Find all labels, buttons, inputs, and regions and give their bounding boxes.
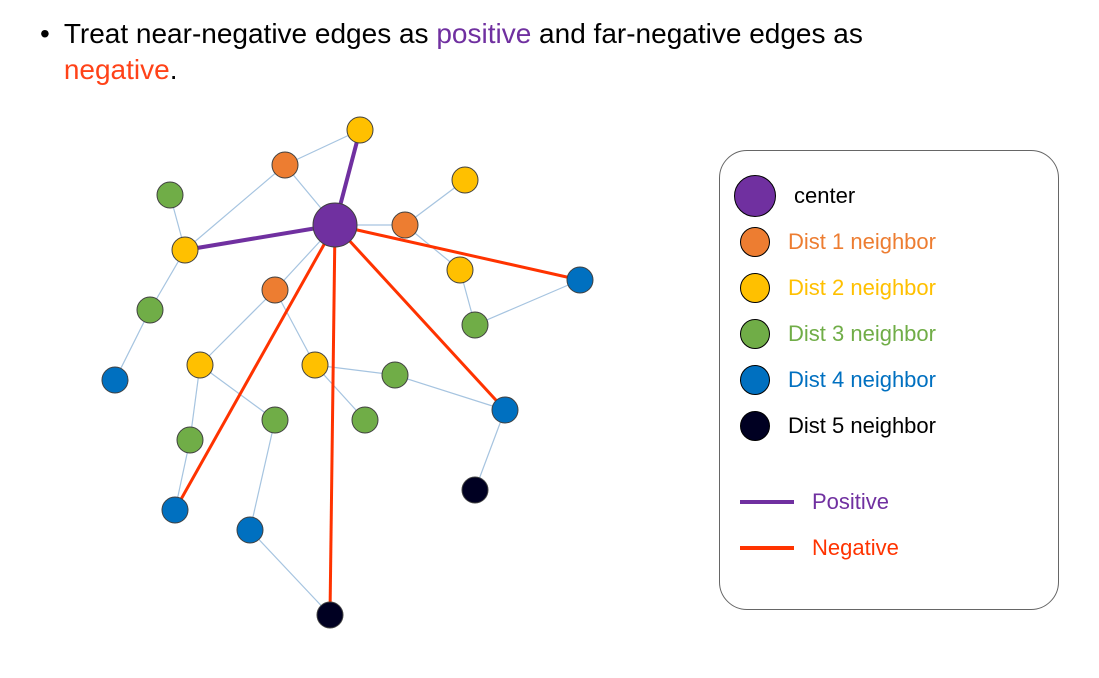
node-dist2: [447, 257, 473, 283]
node-dist4: [567, 267, 593, 293]
bullet: • Treat near-negative edges as positive …: [40, 16, 863, 88]
tree-edge: [200, 365, 275, 420]
node-dist3: [157, 182, 183, 208]
positive-line-swatch: [740, 500, 794, 504]
legend-d5-label: Dist 5 neighbor: [788, 413, 936, 439]
bullet-pre: Treat near-negative edges as: [64, 18, 437, 49]
dist1-swatch: [740, 227, 770, 257]
node-dist1: [262, 277, 288, 303]
negative-line-swatch: [740, 546, 794, 550]
legend-pos: Positive: [740, 479, 1038, 525]
node-dist3: [382, 362, 408, 388]
node-dist3: [352, 407, 378, 433]
center-swatch: [734, 175, 776, 217]
node-dist5: [462, 477, 488, 503]
legend-gap: [740, 449, 1038, 479]
node-dist3: [262, 407, 288, 433]
tree-edge: [250, 530, 330, 615]
node-dist2: [452, 167, 478, 193]
graph-svg: [60, 110, 660, 650]
legend: center Dist 1 neighbor Dist 2 neighbor D…: [719, 150, 1059, 610]
node-dist3: [137, 297, 163, 323]
bullet-neg: negative: [64, 54, 170, 85]
legend-d4: Dist 4 neighbor: [740, 357, 1038, 403]
dist2-swatch: [740, 273, 770, 303]
node-dist5: [317, 602, 343, 628]
slide-root: • Treat near-negative edges as positive …: [0, 0, 1099, 678]
node-dist3: [177, 427, 203, 453]
legend-center: center: [740, 173, 1038, 219]
bullet-pos: positive: [436, 18, 531, 49]
node-center: [313, 203, 357, 247]
bullet-text: Treat near-negative edges as positive an…: [64, 16, 863, 88]
bullet-dot: •: [40, 16, 50, 52]
node-dist2: [347, 117, 373, 143]
bullet-post: .: [170, 54, 178, 85]
node-dist3: [462, 312, 488, 338]
negative-edge: [330, 225, 335, 615]
legend-d5: Dist 5 neighbor: [740, 403, 1038, 449]
legend-d4-label: Dist 4 neighbor: [788, 367, 936, 393]
node-dist4: [492, 397, 518, 423]
dist5-swatch: [740, 411, 770, 441]
legend-neg-label: Negative: [812, 535, 899, 561]
legend-neg: Negative: [740, 525, 1038, 571]
legend-d3-label: Dist 3 neighbor: [788, 321, 936, 347]
tree-edge: [250, 420, 275, 530]
node-dist1: [272, 152, 298, 178]
node-dist4: [237, 517, 263, 543]
dist3-swatch: [740, 319, 770, 349]
legend-d1: Dist 1 neighbor: [740, 219, 1038, 265]
bullet-mid: and far-negative edges as: [531, 18, 863, 49]
legend-center-label: center: [794, 183, 855, 209]
dist4-swatch: [740, 365, 770, 395]
graph: [60, 110, 660, 650]
node-dist2: [172, 237, 198, 263]
legend-d1-label: Dist 1 neighbor: [788, 229, 936, 255]
node-dist2: [302, 352, 328, 378]
legend-d3: Dist 3 neighbor: [740, 311, 1038, 357]
node-dist2: [187, 352, 213, 378]
node-dist4: [102, 367, 128, 393]
tree-edge: [475, 280, 580, 325]
legend-d2: Dist 2 neighbor: [740, 265, 1038, 311]
node-dist1: [392, 212, 418, 238]
legend-pos-label: Positive: [812, 489, 889, 515]
positive-edge: [185, 225, 335, 250]
node-dist4: [162, 497, 188, 523]
legend-d2-label: Dist 2 neighbor: [788, 275, 936, 301]
